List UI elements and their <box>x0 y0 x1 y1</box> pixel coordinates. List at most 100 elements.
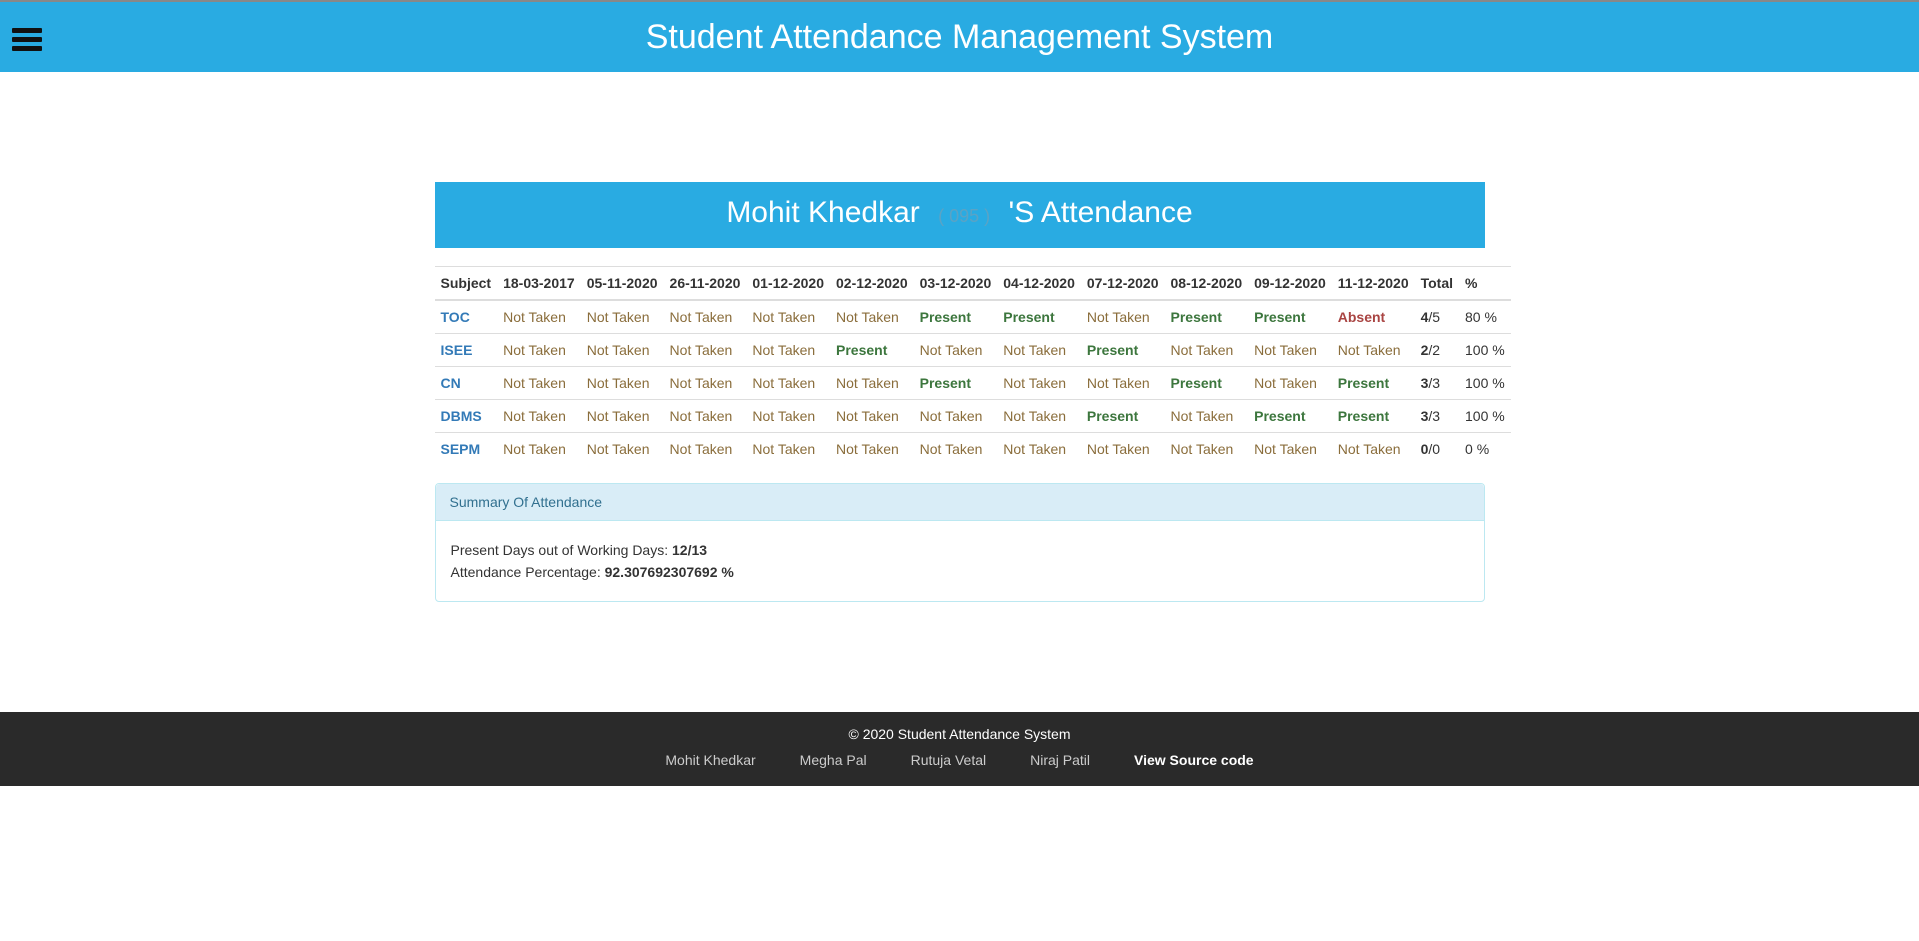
attendance-cell: Not Taken <box>1081 367 1165 400</box>
attendance-cell: Present <box>830 334 914 367</box>
attendance-cell: Not Taken <box>664 400 747 433</box>
attendance-cell: Present <box>914 300 998 334</box>
col-header: 18-03-2017 <box>497 267 581 301</box>
subject-cell[interactable]: CN <box>435 367 498 400</box>
subject-cell[interactable]: TOC <box>435 300 498 334</box>
attendance-table: Subject18-03-201705-11-202026-11-202001-… <box>435 266 1511 465</box>
attendance-cell: Not Taken <box>830 400 914 433</box>
attendance-cell: Not Taken <box>746 300 830 334</box>
attendance-cell: Not Taken <box>997 400 1081 433</box>
menu-icon[interactable] <box>12 24 42 55</box>
col-header: 01-12-2020 <box>746 267 830 301</box>
attendance-cell: Not Taken <box>497 300 581 334</box>
percent-cell: 100 % <box>1459 334 1511 367</box>
percent-cell: 100 % <box>1459 367 1511 400</box>
attendance-cell: Absent <box>1332 300 1415 334</box>
table-row: TOCNot TakenNot TakenNot TakenNot TakenN… <box>435 300 1511 334</box>
attendance-cell: Not Taken <box>997 433 1081 466</box>
attendance-cell: Not Taken <box>830 300 914 334</box>
summary-present: Present Days out of Working Days: 12/13 <box>451 542 1469 558</box>
footer-link[interactable]: View Source code <box>1134 752 1254 768</box>
footer-copyright: © 2020 Student Attendance System <box>0 726 1919 742</box>
summary-pct-label: Attendance Percentage: <box>451 564 605 580</box>
attendance-cell: Not Taken <box>914 433 998 466</box>
summary-title: Summary Of Attendance <box>436 484 1484 521</box>
attendance-cell: Not Taken <box>581 367 664 400</box>
attendance-cell: Not Taken <box>1248 334 1332 367</box>
attendance-cell: Present <box>1332 367 1415 400</box>
attendance-cell: Not Taken <box>581 334 664 367</box>
percent-cell: 100 % <box>1459 400 1511 433</box>
col-header: 04-12-2020 <box>997 267 1081 301</box>
attendance-cell: Not Taken <box>1248 367 1332 400</box>
footer: © 2020 Student Attendance System Mohit K… <box>0 712 1919 786</box>
attendance-cell: Not Taken <box>830 433 914 466</box>
col-header: 08-12-2020 <box>1165 267 1249 301</box>
col-header: % <box>1459 267 1511 301</box>
col-header: 03-12-2020 <box>914 267 998 301</box>
attendance-cell: Not Taken <box>497 367 581 400</box>
top-bar: Student Attendance Management System <box>0 0 1919 72</box>
panel-suffix: 'S Attendance <box>1008 196 1192 229</box>
col-header: 02-12-2020 <box>830 267 914 301</box>
col-header: 26-11-2020 <box>664 267 747 301</box>
table-row: ISEENot TakenNot TakenNot TakenNot Taken… <box>435 334 1511 367</box>
attendance-cell: Present <box>1081 334 1165 367</box>
percent-cell: 80 % <box>1459 300 1511 334</box>
col-header: 09-12-2020 <box>1248 267 1332 301</box>
footer-link[interactable]: Rutuja Vetal <box>911 752 987 768</box>
attendance-cell: Not Taken <box>1248 433 1332 466</box>
col-header: 07-12-2020 <box>1081 267 1165 301</box>
attendance-cell: Not Taken <box>1081 300 1165 334</box>
attendance-cell: Not Taken <box>997 367 1081 400</box>
student-id: ( 095 ) <box>938 206 990 226</box>
col-header: 05-11-2020 <box>581 267 664 301</box>
footer-links: Mohit Khedkar Megha Pal Rutuja Vetal Niraj … <box>0 752 1919 768</box>
total-cell: 2/2 <box>1415 334 1459 367</box>
total-cell: 3/3 <box>1415 400 1459 433</box>
summary-pct-value: 92.307692307692 % <box>605 564 734 580</box>
subject-cell[interactable]: DBMS <box>435 400 498 433</box>
attendance-cell: Not Taken <box>1165 334 1249 367</box>
summary-body: Present Days out of Working Days: 12/13 … <box>436 521 1484 601</box>
summary-panel: Summary Of Attendance Present Days out o… <box>435 483 1485 602</box>
table-row: SEPMNot TakenNot TakenNot TakenNot Taken… <box>435 433 1511 466</box>
table-row: CNNot TakenNot TakenNot TakenNot TakenNo… <box>435 367 1511 400</box>
attendance-cell: Not Taken <box>746 433 830 466</box>
attendance-cell: Not Taken <box>664 433 747 466</box>
attendance-cell: Not Taken <box>1332 433 1415 466</box>
attendance-cell: Present <box>1165 367 1249 400</box>
attendance-cell: Not Taken <box>1332 334 1415 367</box>
col-header: Total <box>1415 267 1459 301</box>
attendance-cell: Not Taken <box>1081 433 1165 466</box>
attendance-cell: Not Taken <box>746 367 830 400</box>
summary-percentage: Attendance Percentage: 92.307692307692 % <box>451 564 1469 580</box>
main-content: Mohit Khedkar ( 095 ) 'S Attendance Subj… <box>435 182 1485 602</box>
attendance-cell: Present <box>1332 400 1415 433</box>
attendance-cell: Not Taken <box>914 334 998 367</box>
percent-cell: 0 % <box>1459 433 1511 466</box>
panel-header: Mohit Khedkar ( 095 ) 'S Attendance <box>435 182 1485 248</box>
subject-cell[interactable]: SEPM <box>435 433 498 466</box>
attendance-cell: Not Taken <box>914 400 998 433</box>
total-cell: 3/3 <box>1415 367 1459 400</box>
col-header: Subject <box>435 267 498 301</box>
subject-cell[interactable]: ISEE <box>435 334 498 367</box>
attendance-cell: Present <box>1248 400 1332 433</box>
attendance-cell: Not Taken <box>497 400 581 433</box>
table-row: DBMSNot TakenNot TakenNot TakenNot Taken… <box>435 400 1511 433</box>
summary-present-label: Present Days out of Working Days: <box>451 542 673 558</box>
footer-link[interactable]: Megha Pal <box>800 752 867 768</box>
table-body: TOCNot TakenNot TakenNot TakenNot TakenN… <box>435 300 1511 465</box>
total-cell: 4/5 <box>1415 300 1459 334</box>
attendance-cell: Not Taken <box>664 300 747 334</box>
summary-present-value: 12/13 <box>672 542 707 558</box>
attendance-cell: Not Taken <box>1165 433 1249 466</box>
attendance-cell: Not Taken <box>581 400 664 433</box>
attendance-cell: Present <box>914 367 998 400</box>
student-name: Mohit Khedkar <box>726 196 919 229</box>
footer-link[interactable]: Mohit Khedkar <box>665 752 755 768</box>
total-cell: 0/0 <box>1415 433 1459 466</box>
attendance-cell: Not Taken <box>746 400 830 433</box>
footer-link[interactable]: Niraj Patil <box>1030 752 1090 768</box>
